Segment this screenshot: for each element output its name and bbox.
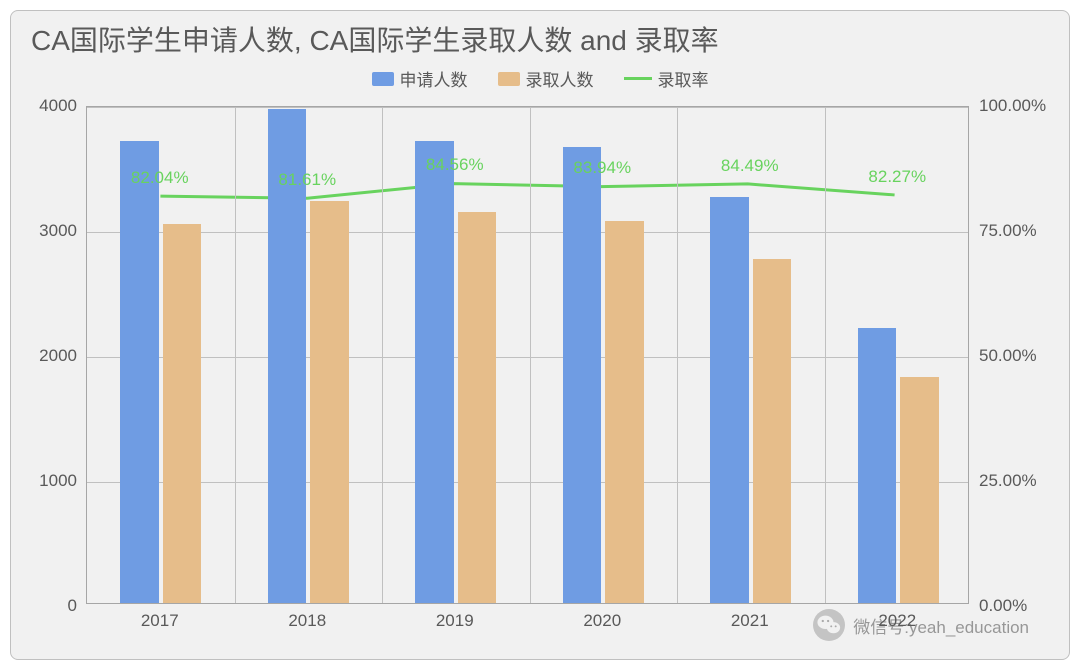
x-tick-label: 2017 <box>141 611 179 631</box>
gridline-v <box>530 107 531 603</box>
x-tick-label: 2019 <box>436 611 474 631</box>
legend-swatch-applicants <box>372 72 394 86</box>
rate-value-label: 83.94% <box>573 158 631 178</box>
y-right-tick-label: 0.00% <box>979 596 1027 616</box>
rate-value-label: 81.61% <box>278 170 336 190</box>
bar-admitted <box>163 224 202 603</box>
gridline-h <box>87 232 968 233</box>
chart-title: CA国际学生申请人数, CA国际学生录取人数 and 录取率 <box>31 19 719 59</box>
rate-value-label: 82.04% <box>131 168 189 188</box>
y-right-tick-label: 25.00% <box>979 471 1037 491</box>
gridline-v <box>235 107 236 603</box>
legend-label-applicants: 申请人数 <box>400 66 468 91</box>
legend-label-admitted: 录取人数 <box>526 66 594 91</box>
bar-admitted <box>310 201 349 604</box>
gridline-h <box>87 107 968 108</box>
gridline-h <box>87 357 968 358</box>
bar-admitted <box>753 259 792 603</box>
bar-applicants <box>415 141 454 604</box>
x-tick-label: 2022 <box>878 611 916 631</box>
y-left-tick-label: 4000 <box>39 96 77 116</box>
bar-admitted <box>605 221 644 604</box>
legend-item-admitted: 录取人数 <box>498 66 594 91</box>
rate-value-label: 84.56% <box>426 155 484 175</box>
gridline-v <box>382 107 383 603</box>
legend: 申请人数 录取人数 录取率 <box>11 66 1069 91</box>
plot-area <box>86 106 969 604</box>
bar-applicants <box>858 328 897 603</box>
bar-admitted <box>458 212 497 603</box>
legend-swatch-rate <box>624 77 652 80</box>
x-tick-label: 2018 <box>288 611 326 631</box>
bar-applicants <box>120 141 159 604</box>
bar-admitted <box>900 377 939 603</box>
chart-container: CA国际学生申请人数, CA国际学生录取人数 and 录取率 申请人数 录取人数… <box>10 10 1070 660</box>
legend-item-applicants: 申请人数 <box>372 66 468 91</box>
x-tick-label: 2020 <box>583 611 621 631</box>
rate-value-label: 82.27% <box>868 167 926 187</box>
y-left-tick-label: 0 <box>68 596 77 616</box>
gridline-v <box>677 107 678 603</box>
y-right-tick-label: 75.00% <box>979 221 1037 241</box>
y-left-tick-label: 1000 <box>39 471 77 491</box>
bar-applicants <box>563 147 602 603</box>
y-right-tick-label: 50.00% <box>979 346 1037 366</box>
wechat-icon <box>813 609 845 641</box>
y-right-tick-label: 100.00% <box>979 96 1046 116</box>
legend-label-rate: 录取率 <box>658 66 709 91</box>
rate-line <box>87 107 968 603</box>
x-tick-label: 2021 <box>731 611 769 631</box>
gridline-v <box>825 107 826 603</box>
legend-item-rate: 录取率 <box>624 66 709 91</box>
gridline-h <box>87 482 968 483</box>
bar-applicants <box>710 197 749 603</box>
y-left-tick-label: 2000 <box>39 346 77 366</box>
rate-value-label: 84.49% <box>721 156 779 176</box>
y-left-tick-label: 3000 <box>39 221 77 241</box>
legend-swatch-admitted <box>498 72 520 86</box>
